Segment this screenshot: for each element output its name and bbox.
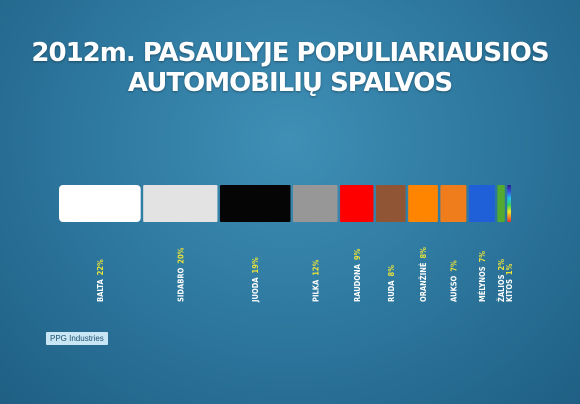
category-percent: 20% [176,247,185,263]
bar-pilka [292,185,338,222]
label-zalios: ŽALIOS 2% [497,259,506,302]
category-name: SIDABRO [176,267,185,302]
category-name: MĖLYNOS [478,266,487,302]
bar-kitos [507,185,511,222]
bar-raudona [340,185,374,222]
label-balta: BALTA 22% [96,259,105,302]
category-name: PILKA [311,279,320,302]
category-name: ŽALIOS [497,274,506,302]
category-name: RAUDONA [353,263,362,302]
category-name: BALTA [96,279,105,302]
category-percent: 1% [505,263,514,275]
label-sidabro: SIDABRO 20% [176,247,185,302]
category-percent: 22% [96,259,105,275]
label-aukso: AUKSO 7% [449,260,458,302]
bar-sidabro [143,185,218,222]
category-name: RUDA [387,280,396,302]
color-labels: BALTA 22% SIDABRO 20% JUODA 19% PILKA 12% RAUDON… [96,247,514,303]
bar-aukso [440,185,467,222]
category-name: JUODA [251,277,260,303]
bar-zalios [497,185,505,222]
label-oranzine: ORANŽINĖ 8% [419,247,428,302]
category-percent: 8% [419,247,428,259]
bar-ruda [375,185,406,222]
category-name: ORANŽINĖ [419,262,428,302]
category-name: AUKSO [449,275,458,302]
label-raudona: RAUDONA 9% [353,248,362,302]
label-ruda: RUDA 8% [387,265,396,302]
category-percent: 7% [478,251,487,263]
source-badge: PPG Industries [46,332,108,345]
title-line-2: AUTOMOBILIŲ SPALVOS [127,68,453,98]
label-melynos: MĖLYNOS 7% [478,251,487,302]
title-line-1: 2012m. PASAULYJE POPULIARIAUSIOS [31,38,549,68]
label-juoda: JUODA 19% [251,257,260,303]
category-name: KITOS [505,279,514,302]
category-percent: 8% [387,265,396,277]
category-percent: 9% [353,248,362,260]
bar-juoda [219,185,291,222]
label-kitos: KITOS 1% [505,263,514,302]
category-percent: 12% [311,259,320,275]
chart-title: 2012m. PASAULYJE POPULIARIAUSIOS AUTOMOB… [0,38,580,98]
color-bars [59,185,511,222]
bar-melynos [468,185,495,222]
category-percent: 7% [449,260,458,272]
bar-oranzine [408,185,438,222]
bar-balta [59,185,141,222]
category-percent: 2% [497,259,506,271]
label-pilka: PILKA 12% [311,259,320,302]
category-percent: 19% [251,257,260,273]
